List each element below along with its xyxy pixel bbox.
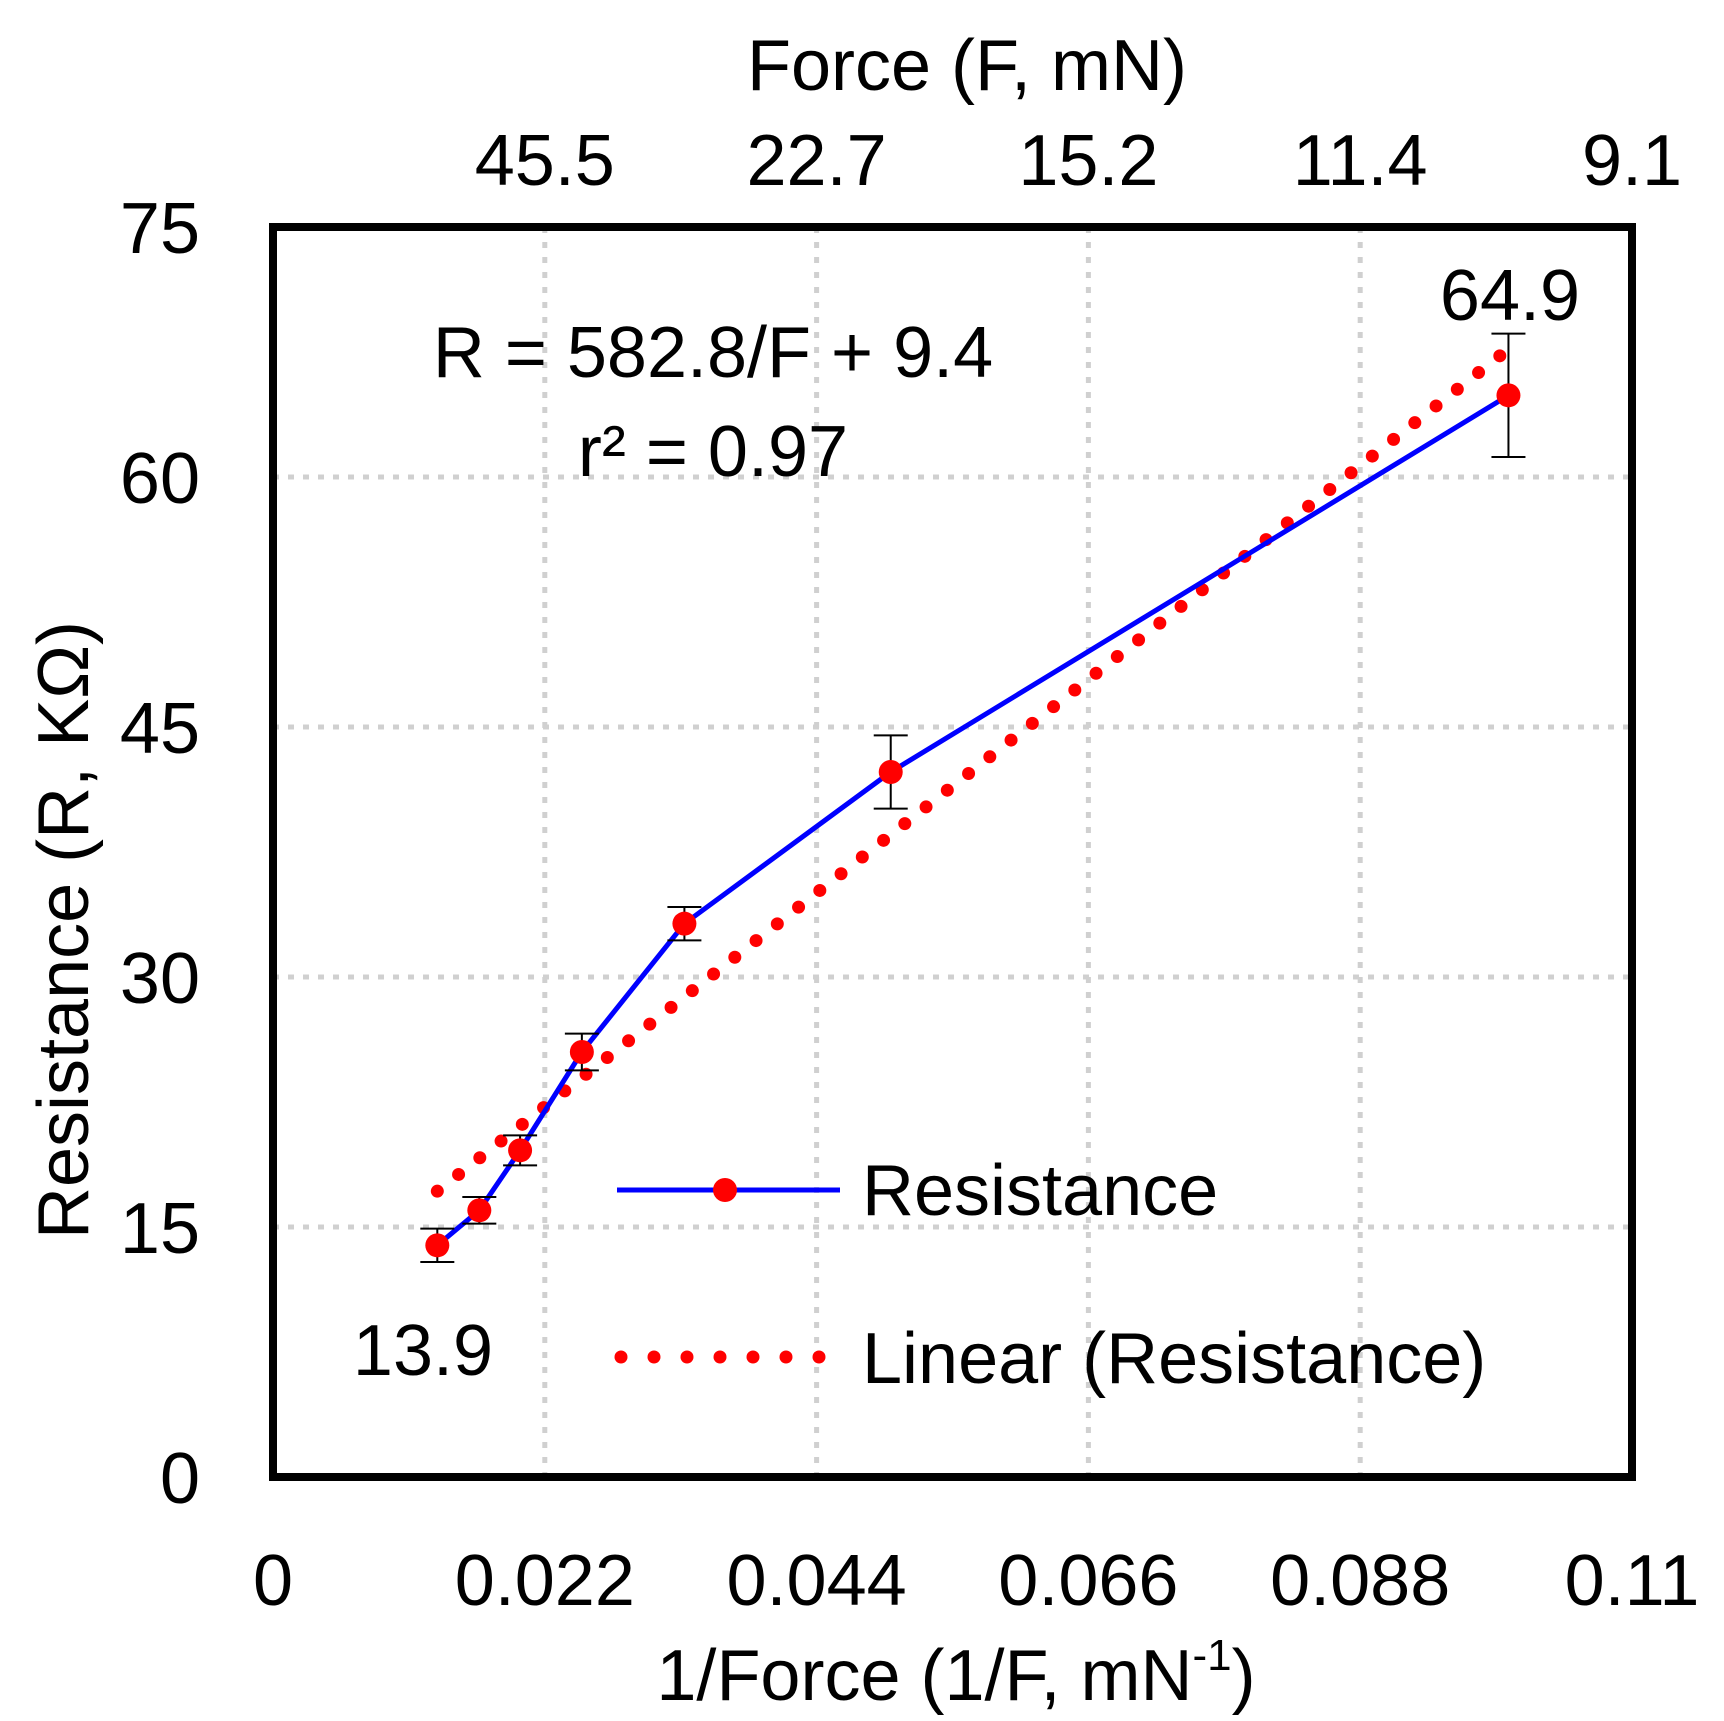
data-point (467, 1198, 492, 1223)
trendline-dot (1132, 633, 1146, 647)
data-point (425, 1233, 450, 1258)
trendline-dot (430, 1184, 444, 1198)
top-axis-label: Force (F, mN) (747, 26, 1187, 106)
trendline-dot (1068, 683, 1082, 697)
x-tick-labels: 0 0.022 0.044 0.066 0.088 0.11 (253, 1541, 1699, 1621)
x-tick-label: 0.022 (455, 1541, 635, 1621)
last-point-label: 64.9 (1440, 256, 1580, 336)
trendline-dot (919, 800, 933, 814)
y-tick-label: 45 (120, 689, 200, 769)
legend-resistance-label: Resistance (862, 1151, 1218, 1231)
trendline-dot (1047, 700, 1061, 714)
trendline-dot (622, 1034, 636, 1048)
trendline-dot (813, 883, 827, 897)
plot-frame (269, 223, 1636, 1481)
data-point (1496, 383, 1521, 408)
trendline-dot (1004, 733, 1018, 747)
legend-dot (812, 1350, 826, 1364)
trendline-dot (728, 950, 742, 964)
equation-annotation: R = 582.8/F + 9.4 (433, 313, 993, 393)
r2-annotation: r² = 0.97 (578, 412, 848, 492)
x-tick-label: 0.066 (998, 1541, 1178, 1621)
data-point (508, 1138, 533, 1163)
trendline-dot (1302, 499, 1316, 513)
trendline-dot (1110, 650, 1124, 664)
trendline-dot (770, 917, 784, 931)
legend-dot (746, 1350, 760, 1364)
legend-resistance-marker (713, 1178, 737, 1202)
trendline-dot (1344, 466, 1358, 480)
trendline-dot (1365, 449, 1379, 463)
data-point (672, 911, 697, 936)
trendline-dot (855, 850, 869, 864)
trendline-dot (1323, 482, 1337, 496)
legend: Resistance Linear (Resistance) (614, 1151, 1486, 1399)
legend-linear-dots (614, 1350, 826, 1364)
trendline-dot (1089, 666, 1103, 680)
x-axis-label: 1/Force (1/F, mN-1) (656, 1631, 1255, 1716)
top-tick-labels: 45.5 22.7 15.2 11.4 9.1 (475, 121, 1682, 201)
top-tick-label: 11.4 (1293, 121, 1428, 201)
trendline-dot (1174, 599, 1188, 613)
trendline-dot (1493, 349, 1507, 363)
top-tick-label: 22.7 (747, 121, 887, 201)
trendline-dot (707, 967, 721, 981)
y-tick-label: 0 (160, 1439, 200, 1519)
grid (273, 227, 1632, 1477)
trendline-dot (600, 1051, 614, 1065)
y-tick-label: 30 (120, 939, 200, 1019)
trendline-dot (494, 1134, 508, 1148)
x-tick-label: 0 (253, 1541, 293, 1621)
trendline-dot (664, 1000, 678, 1014)
top-tick-label: 45.5 (475, 121, 615, 201)
y-tick-labels: 0 15 30 45 60 75 (120, 189, 200, 1519)
trendline-dot (515, 1117, 529, 1131)
legend-dot (614, 1350, 628, 1364)
data-point (569, 1040, 594, 1064)
trendline-dot (792, 900, 806, 914)
trendline-dot (898, 817, 912, 831)
x-tick-label: 0.044 (727, 1541, 907, 1621)
trendline-dot (643, 1017, 657, 1031)
x-tick-label: 0.088 (1270, 1541, 1450, 1621)
resistance-markers (425, 383, 1521, 1258)
y-axis-label: Resistance (R, KΩ) (24, 621, 104, 1239)
y-tick-label: 60 (120, 439, 200, 519)
data-point (878, 760, 903, 784)
trendline-dot (685, 984, 699, 998)
trendline-dot (834, 867, 848, 881)
top-tick-label: 15.2 (1018, 121, 1158, 201)
legend-dot (713, 1350, 727, 1364)
y-tick-label: 75 (120, 189, 200, 269)
trendline-dot (749, 934, 763, 948)
trendline-dot (1472, 366, 1486, 380)
y-tick-label: 15 (120, 1189, 200, 1269)
trendline-dot (452, 1167, 466, 1181)
trendline-dot (1450, 382, 1464, 396)
trendline-dot (1025, 716, 1039, 730)
first-point-label: 13.9 (353, 1311, 493, 1391)
trendline-dot (962, 767, 976, 780)
legend-linear-label: Linear (Resistance) (862, 1319, 1486, 1399)
resistance-line (435, 393, 1510, 1248)
trendline-dot (940, 783, 954, 797)
top-tick-label: 9.1 (1582, 121, 1682, 201)
x-tick-label: 0.11 (1565, 1541, 1700, 1621)
legend-dot (647, 1350, 661, 1364)
legend-dot (779, 1350, 793, 1364)
trendline-dot (877, 833, 891, 847)
trendline-dot (1387, 432, 1401, 446)
trendline-dot (473, 1151, 487, 1165)
legend-dot (680, 1350, 694, 1364)
trendline-dot (1429, 399, 1443, 413)
trendline-dot (1153, 616, 1167, 630)
trendline-dot (1408, 416, 1422, 430)
trendline-dot (983, 750, 997, 764)
